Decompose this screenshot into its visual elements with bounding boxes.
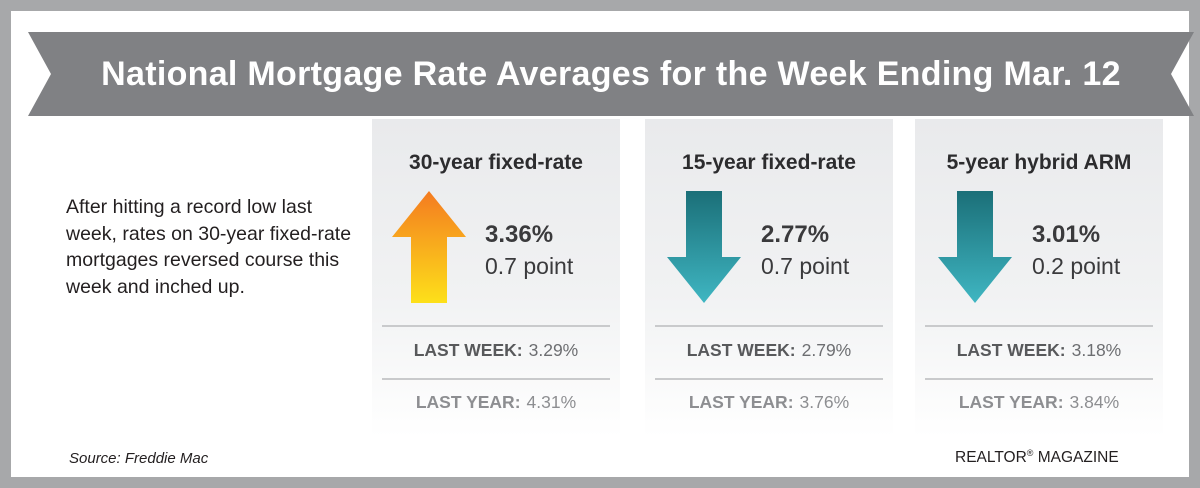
last-week-row: LAST WEEK: 2.79% [645, 340, 893, 361]
rate-panel-title: 30-year fixed-rate [409, 151, 583, 174]
last-year-value: 3.76% [799, 392, 850, 412]
rate-panel-title: 5-year hybrid ARM [946, 151, 1132, 174]
brand-name: REALTOR [955, 449, 1027, 466]
intro-text: After hitting a record low last week, ra… [66, 196, 352, 298]
divider [382, 325, 610, 327]
last-year-value: 4.31% [526, 392, 577, 412]
last-year-value: 3.84% [1069, 392, 1120, 412]
last-week-label: LAST WEEK: [956, 340, 1066, 360]
current-rate: 3.36% [485, 221, 554, 248]
divider [655, 378, 883, 380]
rate-change: 0.2 point [1032, 253, 1121, 279]
last-week-row: LAST WEEK: 3.29% [372, 340, 620, 361]
last-year-row: LAST YEAR: 4.31% [372, 392, 620, 413]
last-week-label: LAST WEEK: [686, 340, 796, 360]
divider [925, 378, 1153, 380]
current-rate: 3.01% [1032, 221, 1101, 248]
brand-suffix: MAGAZINE [1033, 449, 1119, 466]
divider [382, 378, 610, 380]
rate-panel-5-year-arm: 5-year hybrid ARM 3.01% 0.2 point LAST W… [915, 119, 1163, 437]
last-year-row: LAST YEAR: 3.76% [645, 392, 893, 413]
infographic-card: National Mortgage Rate Averages for the … [11, 11, 1194, 477]
source-credit: Source: Freddie Mac [69, 450, 209, 467]
rate-change: 0.7 point [761, 253, 850, 279]
divider [655, 325, 883, 327]
current-rate: 2.77% [761, 221, 830, 248]
banner-ribbon-shape [28, 32, 1194, 116]
rate-panel-15-year: 15-year fixed-rate 2.77% 0.7 point LAST … [645, 119, 893, 437]
last-week-row: LAST WEEK: 3.18% [915, 340, 1163, 361]
brand-logo-text: REALTOR® MAGAZINE [955, 448, 1119, 467]
page-title: National Mortgage Rate Averages for the … [101, 54, 1121, 93]
rate-panel-title: 15-year fixed-rate [682, 151, 856, 174]
rate-change: 0.7 point [485, 253, 574, 279]
divider [925, 325, 1153, 327]
last-year-label: LAST YEAR: [688, 392, 794, 412]
last-week-label: LAST WEEK: [413, 340, 523, 360]
last-week-value: 3.29% [528, 340, 579, 360]
down-arrow-icon [667, 191, 741, 303]
up-arrow-icon [392, 191, 466, 303]
last-year-label: LAST YEAR: [958, 392, 1064, 412]
rate-panel-30-year: 30-year fixed-rate 3.36% 0.7 point LAST … [372, 119, 620, 437]
down-arrow-icon [938, 191, 1012, 303]
last-year-label: LAST YEAR: [415, 392, 521, 412]
last-week-value: 3.18% [1071, 340, 1122, 360]
registered-mark: ® [1026, 448, 1034, 458]
last-year-row: LAST YEAR: 3.84% [915, 392, 1163, 413]
title-banner: National Mortgage Rate Averages for the … [28, 32, 1194, 116]
last-week-value: 2.79% [801, 340, 852, 360]
